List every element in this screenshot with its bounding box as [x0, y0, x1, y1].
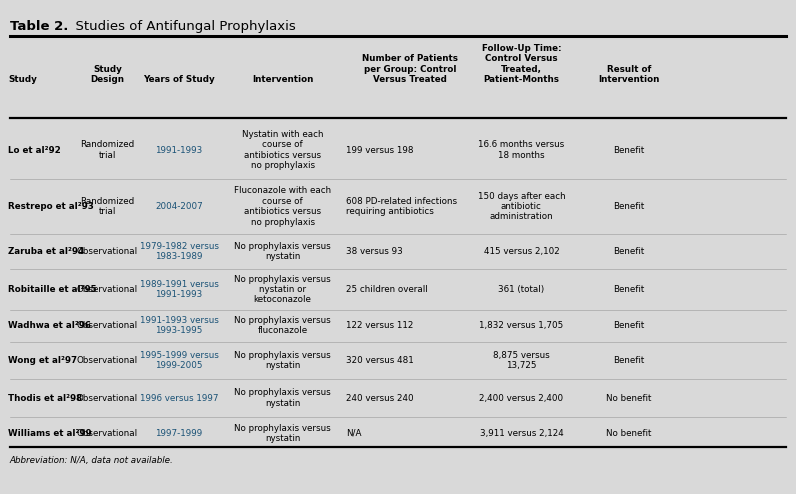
- Text: Study
Design: Study Design: [91, 65, 124, 84]
- Text: Zaruba et al²94: Zaruba et al²94: [8, 247, 84, 256]
- Text: 361 (total): 361 (total): [498, 285, 544, 294]
- Text: 608 PD-related infections
requiring antibiotics: 608 PD-related infections requiring anti…: [346, 197, 458, 216]
- Text: 16.6 months versus
18 months: 16.6 months versus 18 months: [478, 140, 564, 160]
- Text: Thodis et al²98: Thodis et al²98: [8, 394, 82, 403]
- Text: Observational: Observational: [77, 247, 138, 256]
- Text: No benefit: No benefit: [606, 394, 652, 403]
- Text: Fluconazole with each
course of
antibiotics versus
no prophylaxis: Fluconazole with each course of antibiot…: [234, 186, 331, 227]
- Text: Robitaille et al²95: Robitaille et al²95: [8, 285, 96, 294]
- Text: Lo et al²92: Lo et al²92: [8, 146, 60, 155]
- Text: Follow-Up Time:
Control Versus
Treated,
Patient-Months: Follow-Up Time: Control Versus Treated, …: [482, 44, 561, 84]
- Text: 1995-1999 versus
1999-2005: 1995-1999 versus 1999-2005: [139, 351, 219, 370]
- Text: Observational: Observational: [77, 285, 138, 294]
- Text: No prophylaxis versus
nystatin: No prophylaxis versus nystatin: [234, 351, 331, 370]
- Text: No prophylaxis versus
nystatin or
ketoconazole: No prophylaxis versus nystatin or ketoco…: [234, 275, 331, 304]
- Text: 122 versus 112: 122 versus 112: [346, 321, 414, 330]
- Text: 1991-1993: 1991-1993: [155, 146, 203, 155]
- Text: Study: Study: [8, 75, 37, 84]
- Text: 25 children overall: 25 children overall: [346, 285, 428, 294]
- Text: 240 versus 240: 240 versus 240: [346, 394, 414, 403]
- Text: Result of
Intervention: Result of Intervention: [598, 65, 660, 84]
- Text: Benefit: Benefit: [613, 247, 645, 256]
- Text: Observational: Observational: [77, 356, 138, 365]
- Text: 2004-2007: 2004-2007: [155, 202, 203, 211]
- Text: Observational: Observational: [77, 321, 138, 330]
- Text: Benefit: Benefit: [613, 202, 645, 211]
- Text: Randomized
trial: Randomized trial: [80, 197, 135, 216]
- Text: 415 versus 2,102: 415 versus 2,102: [483, 247, 560, 256]
- Text: Intervention: Intervention: [252, 75, 314, 84]
- Text: 1996 versus 1997: 1996 versus 1997: [140, 394, 218, 403]
- Text: Williams et al²99: Williams et al²99: [8, 429, 92, 438]
- Text: Table 2.: Table 2.: [10, 20, 68, 33]
- Text: Years of Study: Years of Study: [143, 75, 215, 84]
- Text: 8,875 versus
13,725: 8,875 versus 13,725: [493, 351, 550, 370]
- Text: 1989-1991 versus
1991-1993: 1989-1991 versus 1991-1993: [139, 280, 219, 299]
- Text: 199 versus 198: 199 versus 198: [346, 146, 414, 155]
- Text: Benefit: Benefit: [613, 356, 645, 365]
- Text: 150 days after each
antibiotic
administration: 150 days after each antibiotic administr…: [478, 192, 565, 221]
- Text: Benefit: Benefit: [613, 146, 645, 155]
- Text: Wadhwa et al²96: Wadhwa et al²96: [8, 321, 91, 330]
- Text: Benefit: Benefit: [613, 285, 645, 294]
- Text: 320 versus 481: 320 versus 481: [346, 356, 414, 365]
- Text: Randomized
trial: Randomized trial: [80, 140, 135, 160]
- Text: No benefit: No benefit: [606, 429, 652, 438]
- Text: Observational: Observational: [77, 394, 138, 403]
- Text: No prophylaxis versus
fluconazole: No prophylaxis versus fluconazole: [234, 316, 331, 335]
- Text: 1997-1999: 1997-1999: [155, 429, 203, 438]
- Text: 38 versus 93: 38 versus 93: [346, 247, 403, 256]
- Text: N/A: N/A: [346, 429, 361, 438]
- Text: No prophylaxis versus
nystatin: No prophylaxis versus nystatin: [234, 242, 331, 261]
- Text: Number of Patients
per Group: Control
Versus Treated: Number of Patients per Group: Control Ve…: [362, 54, 458, 84]
- Text: 1979-1982 versus
1983-1989: 1979-1982 versus 1983-1989: [139, 242, 219, 261]
- Text: Observational: Observational: [77, 429, 138, 438]
- Text: Studies of Antifungal Prophylaxis: Studies of Antifungal Prophylaxis: [67, 20, 295, 33]
- Text: Restrepo et al²93: Restrepo et al²93: [8, 202, 94, 211]
- Text: Nystatin with each
course of
antibiotics versus
no prophylaxis: Nystatin with each course of antibiotics…: [242, 130, 323, 170]
- Text: 1991-1993 versus
1993-1995: 1991-1993 versus 1993-1995: [139, 316, 219, 335]
- Text: Abbreviation: N/A, data not available.: Abbreviation: N/A, data not available.: [10, 456, 174, 465]
- Text: Wong et al²97: Wong et al²97: [8, 356, 77, 365]
- Text: 1,832 versus 1,705: 1,832 versus 1,705: [479, 321, 564, 330]
- Text: 2,400 versus 2,400: 2,400 versus 2,400: [479, 394, 564, 403]
- Text: Benefit: Benefit: [613, 321, 645, 330]
- Text: No prophylaxis versus
nystatin: No prophylaxis versus nystatin: [234, 424, 331, 443]
- Text: 3,911 versus 2,124: 3,911 versus 2,124: [479, 429, 564, 438]
- Text: No prophylaxis versus
nystatin: No prophylaxis versus nystatin: [234, 388, 331, 408]
